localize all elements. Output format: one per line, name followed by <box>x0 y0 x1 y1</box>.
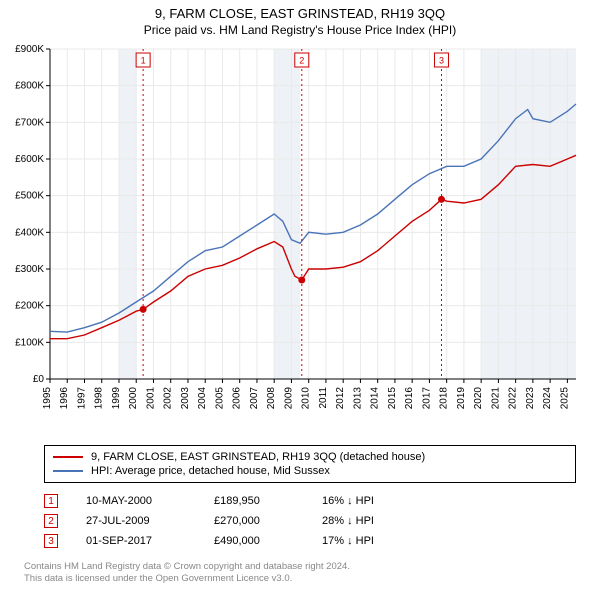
svg-text:1995: 1995 <box>42 387 53 410</box>
footer-line: This data is licensed under the Open Gov… <box>24 573 576 585</box>
legend-label: 9, FARM CLOSE, EAST GRINSTEAD, RH19 3QQ … <box>91 451 425 463</box>
sale-marker-icon: 2 <box>44 514 58 528</box>
sale-vs-hpi: 17% ↓ HPI <box>322 535 412 547</box>
sale-price: £189,950 <box>214 495 294 507</box>
svg-text:2021: 2021 <box>490 387 501 410</box>
svg-text:£800K: £800K <box>15 81 44 92</box>
svg-text:1: 1 <box>141 56 146 66</box>
table-row: 2 27-JUL-2009 £270,000 28% ↓ HPI <box>44 511 576 531</box>
sale-date: 27-JUL-2009 <box>86 515 186 527</box>
sale-marker-icon: 3 <box>44 534 58 548</box>
sale-vs-hpi: 16% ↓ HPI <box>322 495 412 507</box>
svg-text:£300K: £300K <box>15 264 44 275</box>
sale-date: 01-SEP-2017 <box>86 535 186 547</box>
svg-text:1997: 1997 <box>76 387 87 410</box>
svg-text:2013: 2013 <box>352 387 363 410</box>
svg-text:2016: 2016 <box>404 387 415 410</box>
svg-text:2009: 2009 <box>283 387 294 410</box>
table-row: 3 01-SEP-2017 £490,000 17% ↓ HPI <box>44 531 576 551</box>
footer-line: Contains HM Land Registry data © Crown c… <box>24 561 576 573</box>
legend-item-hpi: HPI: Average price, detached house, Mid … <box>53 464 567 478</box>
svg-text:2012: 2012 <box>335 387 346 410</box>
svg-text:2001: 2001 <box>145 387 156 410</box>
chart-title-address: 9, FARM CLOSE, EAST GRINSTEAD, RH19 3QQ <box>0 6 600 21</box>
svg-text:2023: 2023 <box>525 387 536 410</box>
sale-marker-icon: 1 <box>44 494 58 508</box>
svg-text:£100K: £100K <box>15 337 44 348</box>
svg-text:2010: 2010 <box>301 387 312 410</box>
sale-price: £490,000 <box>214 535 294 547</box>
svg-text:£600K: £600K <box>15 154 44 165</box>
svg-text:£900K: £900K <box>15 44 44 55</box>
svg-text:1996: 1996 <box>59 387 70 410</box>
price-chart: £0 £100K £200K £300K £400K £500K £600K £700K £80… <box>0 39 600 439</box>
svg-text:2: 2 <box>299 56 304 66</box>
svg-text:2014: 2014 <box>370 387 381 410</box>
svg-text:2017: 2017 <box>421 387 432 410</box>
svg-text:2002: 2002 <box>163 387 174 410</box>
svg-text:3: 3 <box>439 56 444 66</box>
sale-date: 10-MAY-2000 <box>86 495 186 507</box>
svg-text:2008: 2008 <box>266 387 277 410</box>
svg-text:£700K: £700K <box>15 117 44 128</box>
sale-vs-hpi: 28% ↓ HPI <box>322 515 412 527</box>
attribution-footer: Contains HM Land Registry data © Crown c… <box>24 561 576 586</box>
legend-swatch <box>53 456 83 458</box>
svg-text:2015: 2015 <box>387 387 398 410</box>
svg-text:1998: 1998 <box>94 387 105 410</box>
chart-legend: 9, FARM CLOSE, EAST GRINSTEAD, RH19 3QQ … <box>44 445 576 483</box>
svg-text:2022: 2022 <box>508 387 519 410</box>
svg-text:2024: 2024 <box>542 387 553 410</box>
svg-text:2019: 2019 <box>456 387 467 410</box>
svg-text:2025: 2025 <box>559 387 570 410</box>
sale-price: £270,000 <box>214 515 294 527</box>
svg-text:1999: 1999 <box>111 387 122 410</box>
svg-text:£500K: £500K <box>15 191 44 202</box>
svg-text:£400K: £400K <box>15 227 44 238</box>
chart-title-sub: Price paid vs. HM Land Registry's House … <box>0 23 600 37</box>
legend-item-property: 9, FARM CLOSE, EAST GRINSTEAD, RH19 3QQ … <box>53 450 567 464</box>
svg-text:2018: 2018 <box>439 387 450 410</box>
svg-text:£200K: £200K <box>15 301 44 312</box>
svg-text:£0: £0 <box>33 374 45 385</box>
svg-text:2006: 2006 <box>232 387 243 410</box>
legend-label: HPI: Average price, detached house, Mid … <box>91 465 330 477</box>
sales-table: 1 10-MAY-2000 £189,950 16% ↓ HPI 2 27-JU… <box>44 491 576 551</box>
svg-text:2005: 2005 <box>214 387 225 410</box>
svg-text:2020: 2020 <box>473 387 484 410</box>
svg-text:2007: 2007 <box>249 387 260 410</box>
svg-text:2011: 2011 <box>318 387 329 409</box>
legend-swatch <box>53 470 83 472</box>
svg-text:2003: 2003 <box>180 387 191 410</box>
table-row: 1 10-MAY-2000 £189,950 16% ↓ HPI <box>44 491 576 511</box>
svg-text:2004: 2004 <box>197 387 208 410</box>
svg-text:2000: 2000 <box>128 387 139 410</box>
